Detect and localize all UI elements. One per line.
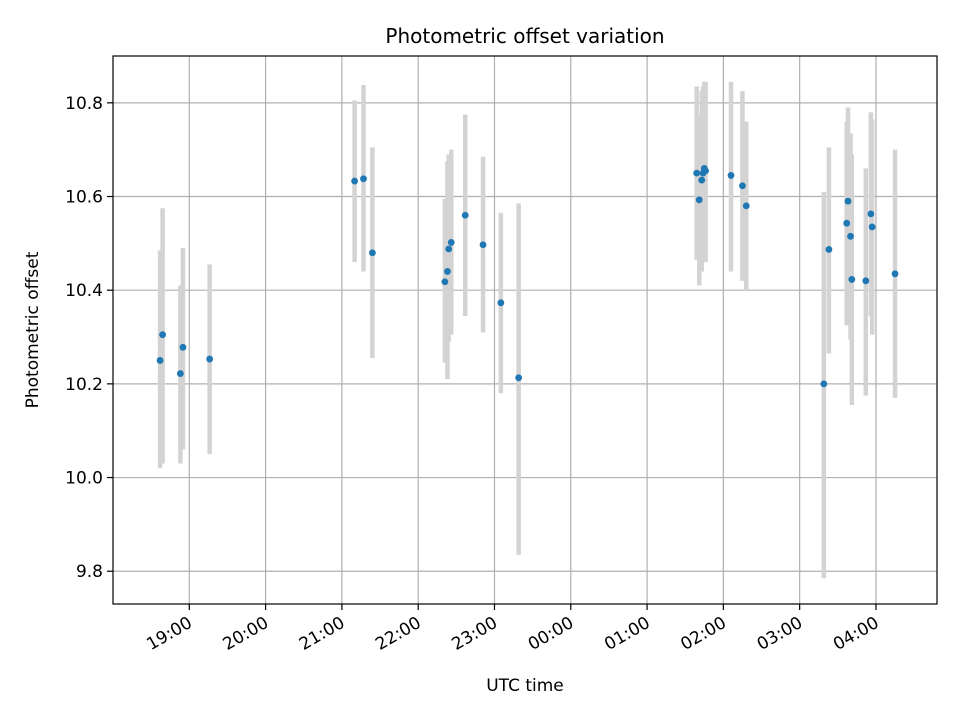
data-point [444,268,451,275]
y-tick-label: 10.6 [65,188,103,208]
y-tick-label: 9.8 [76,562,103,582]
x-tick-label: 03:00 [754,613,806,655]
x-axis-ticks: 19:00 20:00 21:00 22:00 23:00 00:00 01:00 02:00… [143,604,882,655]
data-point [698,176,706,184]
data-point [159,331,166,339]
data-point [820,380,828,388]
y-tick-label: 10.0 [65,469,103,489]
data-point [739,182,746,190]
point-layer [156,165,899,388]
data-point [847,232,854,240]
data-point [843,219,851,227]
plot-frame [112,55,938,605]
data-point [742,202,750,210]
x-tick-label: 01:00 [601,613,653,655]
chart-title: Photometric offset variation [385,24,664,48]
data-point [479,241,487,249]
x-tick-label: 22:00 [372,613,424,655]
data-point [695,196,703,204]
y-axis-label: Photometric offset [23,251,43,408]
data-point [825,246,833,253]
data-point [891,270,899,278]
grid-layer [113,56,937,604]
y-axis-ticks: 9.8 10.0 10.2 10.4 10.6 10.8 [65,94,113,582]
data-point [179,343,187,351]
data-point [702,167,709,175]
x-tick-label: 20:00 [220,613,272,655]
y-tick-label: 10.2 [65,375,103,395]
x-tick-label: 19:00 [143,613,195,655]
data-point [693,169,701,177]
y-tick-label: 10.8 [65,94,103,114]
data-point [206,355,214,363]
data-point [515,374,523,382]
data-point [156,357,164,364]
x-axis-label: UTC time [486,676,564,696]
data-point [360,175,367,183]
data-point [461,211,469,219]
x-tick-label: 04:00 [830,613,882,655]
data-point [727,172,735,179]
errorbar-layer [157,81,898,579]
data-point [351,177,359,185]
data-point [848,276,856,283]
x-tick-label: 02:00 [677,613,729,655]
x-tick-label: 23:00 [449,613,501,655]
x-tick-label: 21:00 [296,613,348,655]
data-point [844,197,852,205]
data-point [447,239,455,246]
data-point [369,249,376,257]
data-point [497,299,505,307]
data-point [176,370,184,377]
data-point [868,223,876,231]
data-point [867,210,875,218]
data-point [862,277,870,285]
data-point [441,278,449,286]
y-tick-label: 10.4 [65,281,103,301]
data-point [445,245,453,253]
x-tick-label: 00:00 [525,613,577,655]
